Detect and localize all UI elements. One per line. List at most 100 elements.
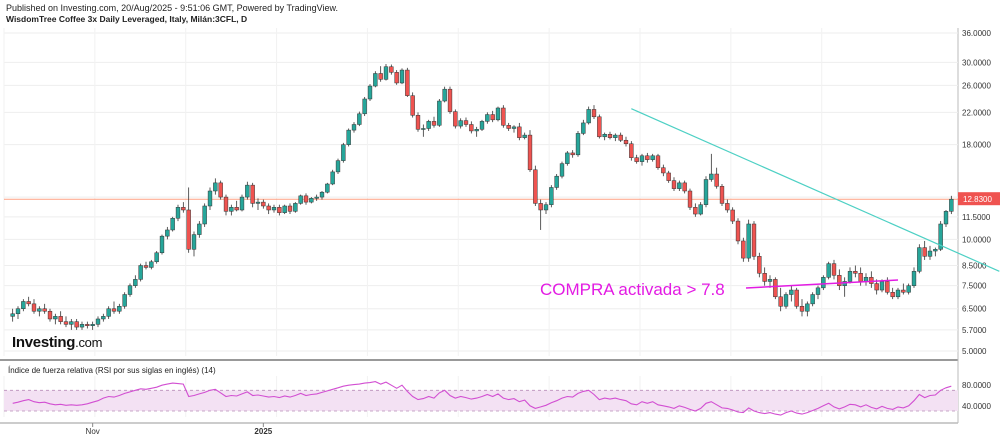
candle-body [207, 190, 213, 207]
candle-body [719, 186, 725, 204]
candle-body [506, 125, 511, 129]
candle-body [778, 296, 783, 307]
candle-body [133, 279, 138, 286]
candle-body [426, 121, 431, 129]
last-price-marker [958, 192, 1000, 206]
candle-body [367, 85, 373, 100]
candle-body [757, 256, 762, 274]
candle-body [650, 155, 655, 160]
candle-body [661, 167, 666, 174]
candle-body [117, 306, 122, 312]
candle-body [607, 134, 613, 138]
candle-body [575, 133, 581, 156]
candle-body [266, 205, 271, 211]
price-tick-label: 26.0000 [962, 81, 991, 90]
candle-body [810, 294, 815, 305]
candle-body [746, 223, 751, 259]
candle-body [874, 283, 879, 291]
candle-body [255, 201, 261, 204]
candle-body [821, 277, 826, 289]
candle-body [325, 183, 330, 193]
candle-body [229, 207, 234, 212]
candle-body [714, 173, 719, 187]
candle-body [346, 129, 351, 145]
candle-body [783, 294, 789, 307]
candle-body [239, 196, 245, 211]
candle-body [389, 66, 394, 73]
candle-body [191, 234, 197, 250]
candle-body [453, 111, 458, 127]
candle-body [869, 277, 874, 284]
candle-body [559, 163, 565, 177]
candle-body [490, 114, 495, 121]
candle-body [74, 321, 79, 328]
candle-body [847, 271, 853, 282]
candle-body [149, 261, 154, 268]
candle-body [309, 198, 314, 203]
candle-body [282, 205, 287, 213]
annotation-text: COMPRA activada > 7.8 [540, 280, 725, 299]
price-tick-label: 18.0000 [962, 141, 991, 150]
candle-body [202, 205, 207, 225]
candle-body [949, 198, 954, 212]
candle-body [511, 126, 517, 129]
candle-body [458, 120, 463, 127]
candle-body [501, 107, 506, 126]
candle-body [645, 155, 650, 160]
candle-body [463, 120, 469, 125]
candle-body [805, 303, 810, 312]
candle-body [410, 95, 415, 116]
candle-body [138, 265, 143, 280]
candle-body [15, 308, 21, 315]
candle-body [111, 308, 117, 312]
candle-body [122, 294, 127, 307]
candle-body [442, 88, 447, 102]
candle-body [629, 143, 634, 158]
candle-body [741, 240, 746, 259]
candle-body [837, 275, 842, 286]
candle-body [58, 316, 63, 322]
candle-body [421, 128, 426, 130]
candle-body [218, 182, 223, 198]
candle-body [79, 324, 85, 328]
candle-body [735, 220, 741, 242]
candle-body [655, 155, 661, 168]
price-tick-label: 8.5000 [962, 262, 987, 271]
candle-body [698, 204, 703, 215]
candle-body [677, 182, 682, 189]
price-tick-label: 7.5000 [962, 282, 987, 291]
candle-body [591, 109, 597, 118]
candle-body [175, 207, 181, 219]
candle-body [938, 223, 943, 250]
candle-body [895, 289, 901, 298]
candle-body [682, 182, 687, 192]
candle-body [271, 207, 277, 211]
candle-body [602, 134, 607, 138]
candle-body [730, 209, 735, 222]
candle-body [437, 100, 442, 126]
candle-body [31, 303, 37, 312]
price-tick-label: 30.0000 [962, 58, 991, 67]
candle-body [815, 287, 821, 295]
candle-body [90, 324, 95, 326]
candle-body [581, 122, 586, 134]
candle-body [277, 207, 282, 213]
candle-body [933, 249, 938, 252]
candle-body [10, 313, 15, 317]
instrument-title: WisdomTree Coffee 3x Daily Leveraged, It… [6, 14, 248, 24]
rsi-line [12, 381, 952, 416]
published-caption: Published on Investing.com, 20/Aug/2025 … [6, 3, 339, 13]
candle-body [826, 263, 831, 278]
candle-body [623, 139, 629, 145]
candle-body [671, 180, 677, 189]
candle-body [917, 247, 922, 272]
candle-body [159, 235, 165, 254]
rsi-tick-label: 80.0000 [962, 381, 991, 390]
candle-body [885, 281, 890, 293]
price-tick-label: 10.0000 [962, 235, 991, 244]
candle-body [538, 203, 543, 211]
candle-body [565, 152, 570, 164]
candle-body [314, 196, 319, 199]
candle-body [154, 252, 159, 263]
